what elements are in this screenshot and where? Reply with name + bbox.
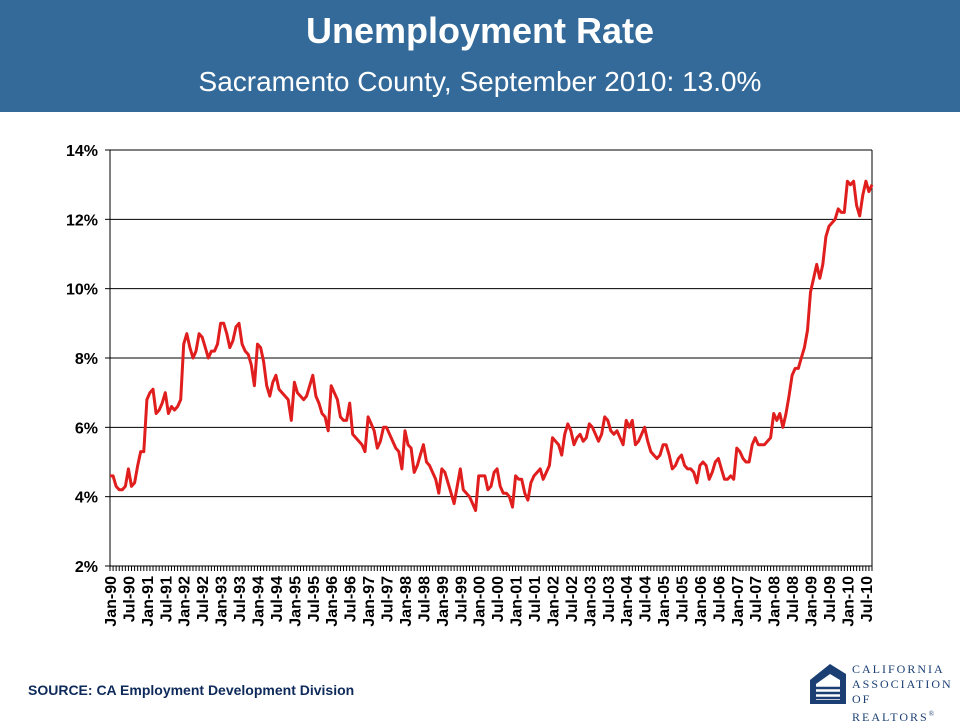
y-tick-labels: 2% 4% 6% 8% 10% 12% 14% (66, 143, 98, 576)
x-tick-label: Jan-07 (730, 576, 747, 627)
unemployment-series-line (110, 179, 874, 512)
page-title: Unemployment Rate (305, 10, 655, 51)
x-tick-label: Jan-98 (398, 576, 415, 627)
page-subtitle: Sacramento County, September 2010: 13.0% (198, 66, 762, 97)
title-banner: Unemployment Rate Sacramento County, Sep… (0, 0, 960, 112)
x-tick-label: Jan-91 (140, 576, 157, 627)
y-tick-label: 4% (75, 490, 98, 507)
x-tick-label: Jul-08 (785, 576, 802, 622)
y-tick-label: 10% (66, 282, 98, 299)
y-tick-label: 2% (75, 559, 98, 576)
y-tick-label: 14% (66, 143, 98, 160)
logo-text: CALIFORNIA ASSOCIATION OF REALTORS® (852, 662, 956, 725)
x-tick-label: Jul-05 (675, 576, 692, 622)
x-tick-label: Jul-91 (158, 576, 175, 622)
x-tick-label: Jan-10 (840, 576, 857, 627)
grid-lines (110, 149, 872, 567)
logo-line-2: ASSOCIATION (852, 677, 953, 691)
x-tick-label: Jul-90 (121, 576, 138, 622)
realtor-building-icon (810, 664, 846, 704)
chart-axes (105, 149, 873, 571)
series-layer (110, 179, 874, 512)
x-tick-label: Jul-04 (638, 576, 655, 622)
x-tick-labels: Jan-90 Jul-90 Jan-91 Jul-91 Jan-92 Jul-92 Jan-… (103, 576, 876, 627)
x-tick-label: Jan-96 (324, 576, 341, 627)
x-tick-label: Jan-02 (545, 576, 562, 627)
x-tick-label: Jan-93 (214, 576, 231, 627)
x-tick-label: Jul-98 (416, 576, 433, 622)
x-tick-label: Jan-94 (250, 576, 267, 627)
unemployment-line-chart: 2%4%6%8%10%12%14% Jan-90 Jul-90 Jan-91 Jul-… (66, 143, 876, 627)
y-tick-label: 12% (66, 212, 98, 229)
car-logo: CALIFORNIA ASSOCIATION OF REALTORS® (806, 656, 956, 724)
y-tick-label: 6% (75, 420, 98, 437)
x-tick-label: Jul-94 (269, 576, 286, 622)
logo-line-3: OF REALTORS® (852, 692, 937, 724)
x-tick-label: Jan-95 (287, 576, 304, 627)
logo-line-1: CALIFORNIA (852, 662, 945, 676)
x-tick-label: Jan-00 (472, 576, 489, 627)
x-tick-label: Jan-90 (103, 576, 120, 627)
x-tick-label: Jan-09 (804, 576, 821, 627)
x-tick-label: Jul-92 (195, 576, 212, 622)
x-tick-label: Jan-06 (693, 576, 710, 627)
x-tick-label: Jul-03 (601, 576, 618, 622)
x-tick-label: Jan-99 (435, 576, 452, 627)
x-tick-label: Jan-01 (509, 576, 526, 627)
x-tick-label: Jul-96 (343, 576, 360, 622)
x-tick-label: Jul-10 (859, 576, 876, 622)
x-tick-label: Jan-92 (177, 576, 194, 627)
x-tick-label: Jan-03 (582, 576, 599, 627)
y-tick-label: 8% (75, 351, 98, 368)
x-tick-label: Jan-05 (656, 576, 673, 627)
x-tick-label: Jan-97 (361, 576, 378, 627)
x-tick-label: Jul-01 (527, 576, 544, 622)
x-tick-label: Jul-97 (380, 576, 397, 622)
x-tick-label: Jul-93 (232, 576, 249, 622)
x-tick-label: Jan-04 (619, 576, 636, 627)
x-tick-label: Jul-09 (822, 576, 839, 622)
x-tick-label: Jan-08 (767, 576, 784, 627)
x-tick-label: Jul-95 (306, 576, 323, 622)
x-tick-label: Jul-99 (453, 576, 470, 622)
source-note: SOURCE: CA Employment Development Divisi… (28, 682, 355, 698)
x-tick-label: Jul-02 (564, 576, 581, 622)
x-tick-label: Jul-00 (490, 576, 507, 622)
x-tick-label: Jul-06 (711, 576, 728, 622)
x-tick-label: Jul-07 (748, 576, 765, 622)
